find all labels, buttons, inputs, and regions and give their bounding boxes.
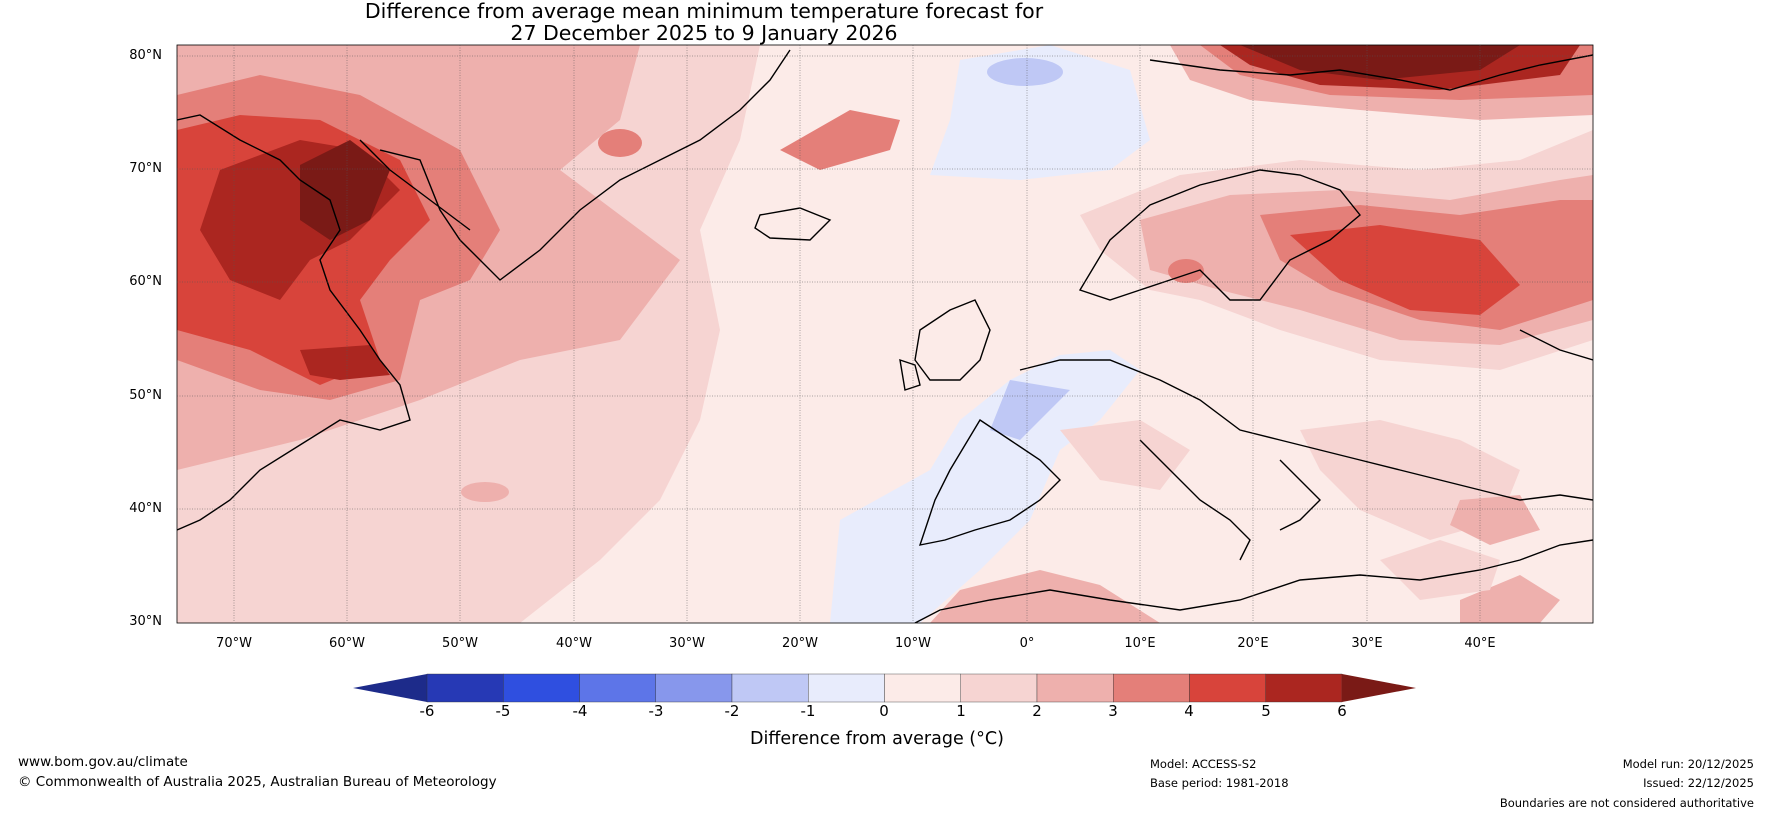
colorbar-segment bbox=[1113, 673, 1190, 703]
lat-label: 40°N bbox=[129, 501, 162, 516]
colorbar-tick: -4 bbox=[572, 702, 588, 720]
colorbar-tick: -3 bbox=[648, 702, 664, 720]
lon-label: 0° bbox=[1019, 636, 1035, 651]
lon-label: 20°E bbox=[1237, 636, 1269, 651]
colorbar-segment bbox=[808, 673, 885, 703]
colorbar-tick: -1 bbox=[800, 702, 816, 720]
colorbar-segment bbox=[960, 673, 1038, 703]
footer-base-period: Base period: 1981-2018 bbox=[1150, 776, 1289, 790]
lat-label: 60°N bbox=[129, 274, 162, 289]
lon-label: 20°W bbox=[782, 636, 818, 651]
colorbar-segment bbox=[1189, 673, 1266, 703]
colorbar-extend-max bbox=[1342, 674, 1416, 702]
colorbar-tick: -2 bbox=[724, 702, 740, 720]
footer-url: www.bom.gov.au/climate bbox=[18, 754, 188, 770]
colorbar-extend-min bbox=[353, 674, 427, 702]
colorbar-segment bbox=[579, 673, 656, 703]
colorbar-tick: 1 bbox=[956, 702, 966, 720]
lon-label: 10°W bbox=[895, 636, 931, 651]
colorbar-segment bbox=[1265, 673, 1343, 703]
graticule bbox=[177, 45, 1593, 623]
footer-model-run: Model run: 20/12/2025 bbox=[1622, 757, 1754, 771]
anomaly-field bbox=[177, 45, 1593, 623]
lon-label: 60°W bbox=[329, 636, 365, 651]
footer-copyright: © Commonwealth of Australia 2025, Austra… bbox=[18, 774, 497, 790]
colorbar-segment bbox=[655, 673, 733, 703]
lon-label: 40°E bbox=[1464, 636, 1496, 651]
colorbar-tick: 3 bbox=[1108, 702, 1118, 720]
footer-model: Model: ACCESS-S2 bbox=[1150, 757, 1257, 771]
lat-label: 30°N bbox=[129, 614, 162, 629]
colorbar-segment bbox=[884, 673, 961, 703]
map-title-line2: 27 December 2025 to 9 January 2026 bbox=[510, 21, 898, 45]
lon-label: 70°W bbox=[216, 636, 252, 651]
lat-label: 80°N bbox=[129, 48, 162, 63]
colorbar bbox=[353, 673, 1416, 703]
footer-issued: Issued: 22/12/2025 bbox=[1643, 776, 1754, 790]
footer-disclaimer: Boundaries are not considered authoritat… bbox=[1499, 796, 1754, 810]
colorbar-tick: 0 bbox=[879, 702, 889, 720]
map-title-line1: Difference from average mean minimum tem… bbox=[364, 0, 1044, 23]
lon-label: 30°E bbox=[1351, 636, 1383, 651]
colorbar-tick: 2 bbox=[1032, 702, 1042, 720]
lat-label: 50°N bbox=[129, 388, 162, 403]
colorbar-segment bbox=[731, 673, 809, 703]
lon-label: 40°W bbox=[556, 636, 592, 651]
colorbar-tick: 4 bbox=[1184, 702, 1194, 720]
colorbar-tick: -6 bbox=[419, 702, 435, 720]
colorbar-tick: -5 bbox=[495, 702, 511, 720]
colorbar-segment bbox=[1036, 673, 1114, 703]
lon-label: 10°E bbox=[1124, 636, 1156, 651]
lon-label: 30°W bbox=[669, 636, 705, 651]
lat-label: 70°N bbox=[129, 161, 162, 176]
colorbar-label: Difference from average (°C) bbox=[750, 729, 1004, 749]
lon-label: 50°W bbox=[442, 636, 478, 651]
colorbar-tick: 6 bbox=[1337, 702, 1347, 720]
colorbar-segment bbox=[426, 673, 504, 703]
colorbar-segment bbox=[503, 673, 580, 703]
colorbar-tick: 5 bbox=[1261, 702, 1271, 720]
